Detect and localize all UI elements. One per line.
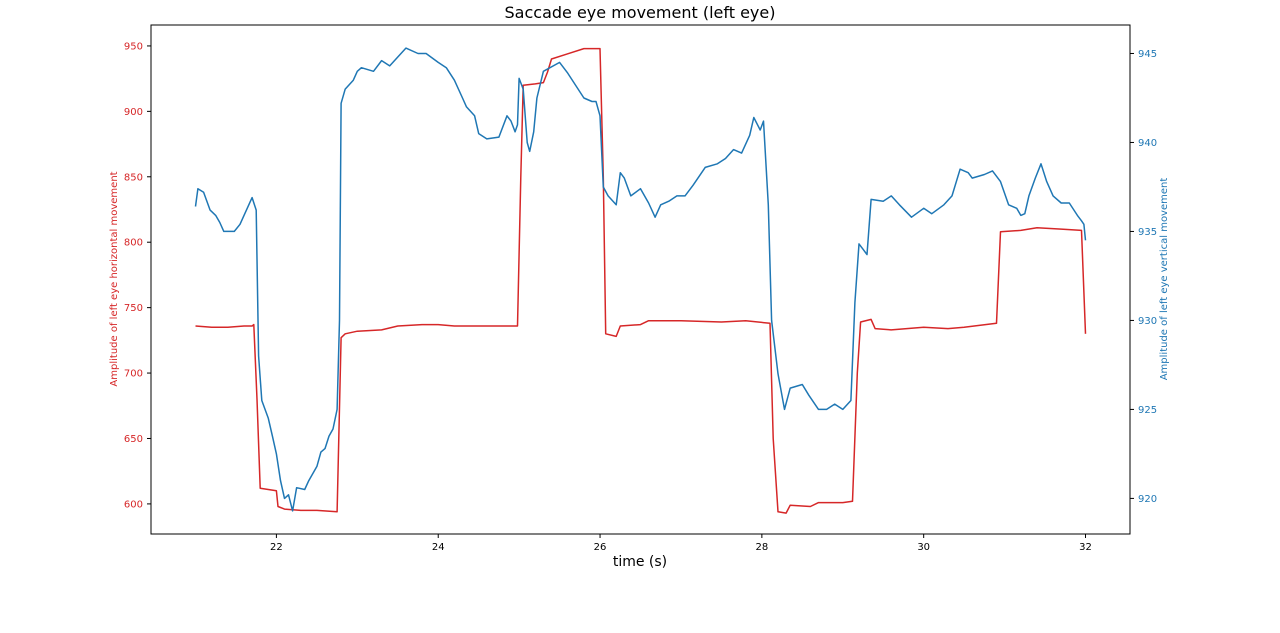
left-y-tick-label: 600 — [124, 499, 143, 510]
vertical-movement-line — [194, 47, 1087, 512]
x-axis-label: time (s) — [613, 554, 667, 570]
right-y-tick-label: 945 — [1138, 49, 1157, 60]
right-y-tick-label: 925 — [1138, 405, 1157, 416]
left-y-tick-label: 850 — [124, 172, 143, 183]
left-y-tick-label: 650 — [124, 434, 143, 445]
right-y-tick-label: 940 — [1138, 138, 1157, 149]
x-tick-label: 24 — [432, 542, 445, 553]
left-y-axis-label: Amplitude of left eye horizontal movemen… — [109, 171, 120, 386]
right-y-tick-label: 920 — [1138, 494, 1157, 505]
right-y-tick-label: 930 — [1138, 316, 1157, 327]
left-y-tick-label: 700 — [124, 369, 143, 380]
x-tick-label: 28 — [755, 542, 768, 553]
plot-lines — [194, 47, 1087, 514]
left-y-axis-ticks: 600 650 700 750 800 850 900 950 — [124, 41, 151, 510]
left-y-tick-label: 900 — [124, 107, 143, 118]
x-tick-label: 32 — [1079, 542, 1092, 553]
right-y-tick-label: 935 — [1138, 227, 1157, 238]
x-tick-label: 22 — [270, 542, 283, 553]
x-tick-label: 26 — [594, 542, 607, 553]
horizontal-movement-line — [195, 47, 1087, 514]
chart-title: Saccade eye movement (left eye) — [505, 3, 776, 22]
x-tick-label: 30 — [917, 542, 930, 553]
left-y-tick-label: 950 — [124, 41, 143, 52]
right-y-axis-ticks: 920 925 930 935 940 945 — [1130, 49, 1157, 505]
left-y-tick-label: 750 — [124, 303, 143, 314]
left-y-tick-label: 800 — [124, 238, 143, 249]
plot-frame — [150, 24, 1131, 535]
x-axis-ticks: 22 24 26 28 30 32 — [270, 534, 1092, 553]
right-y-axis-label: Amplitude of left eye vertical movement — [1159, 178, 1170, 381]
